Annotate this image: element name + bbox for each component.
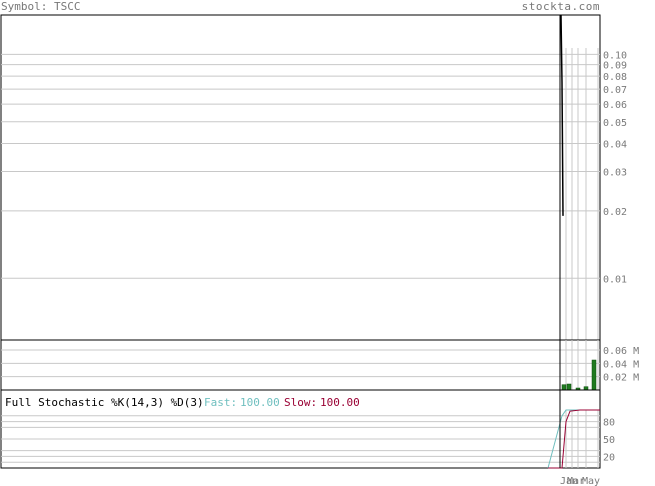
slow-label: Slow: [284,396,317,409]
price-date-grid [565,48,599,340]
fast-label: Fast: [204,396,237,409]
site-name: stockta.com [521,0,600,13]
price-grid [1,53,600,279]
volume-bar [591,359,597,391]
volume-tick-label: 0.06 M [603,346,639,357]
stochastic-title: Full Stochastic %K(14,3) %D(3) [5,396,204,409]
price-axis: 0.100.090.08 0.07 0.06 0.05 0.04 0.03 0.02 0.01 [603,50,627,285]
price-tick-label: 0.06 [603,100,627,111]
stochastic-tick-label: 20 [603,452,615,463]
date-tick-label: May [582,476,600,486]
volume-panel: 0.06 M 0.04 M 0.02 M [0,339,639,391]
slow-line [548,409,600,469]
volume-bar [561,384,567,391]
stochastic-panel: 80 50 20 Full Stochastic %K(14,3) %D(3) Fa… [0,389,615,469]
price-series [560,14,564,216]
stochastic-panel-frame [0,389,601,469]
date-tick-label: Mar [567,476,585,486]
price-tick-label: 0.10 [603,50,627,61]
price-panel-frame [0,14,601,341]
price-tick-label: 0.08 [603,72,627,83]
stochastic-series [547,409,600,469]
volume-bar [566,383,572,391]
volume-tick-label: 0.02 M [603,373,639,384]
price-tick-label: 0.04 [603,140,627,151]
fast-value: 100.00 [240,396,280,409]
volume-tick-label: 0.04 M [603,359,639,370]
symbol-label: Symbol: TSCC [1,0,81,13]
price-tick-label: 0.01 [603,274,627,285]
stochastic-grid [1,410,600,468]
price-tick-label: 0.07 [603,85,627,96]
volume-bars [561,359,597,391]
volume-grid [1,340,600,390]
price-line [560,14,564,216]
price-tick-label: 0.03 [603,167,627,178]
volume-axis: 0.06 M 0.04 M 0.02 M [603,346,639,384]
stochastic-tick-label: 50 [603,435,615,446]
date-tick-label: Jan [560,476,578,486]
price-tick-label: 0.05 [603,118,627,129]
price-tick-label: 0.02 [603,207,627,218]
stochastic-tick-label: 80 [603,418,615,429]
volume-panel-frame [0,339,601,391]
stochastic-axis: 80 50 20 [603,418,615,464]
slow-value: 100.00 [320,396,360,409]
price-tick-label: 0.09 [603,61,627,72]
price-panel: 0.100.090.08 0.07 0.06 0.05 0.04 0.03 0.02 0.01 [0,14,627,341]
